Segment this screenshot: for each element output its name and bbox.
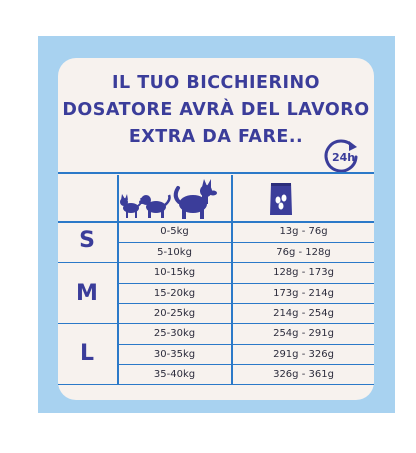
weight-cell: 10-15kg bbox=[153, 267, 196, 278]
weight-cell: 20-25kg bbox=[153, 308, 196, 319]
table-divider-dose bbox=[231, 175, 233, 385]
dose-cell: 326g - 361g bbox=[273, 369, 334, 380]
weight-cell: 25-30kg bbox=[153, 328, 196, 339]
dose-cell: 291g - 326g bbox=[273, 349, 334, 360]
row-separator bbox=[118, 303, 374, 304]
food-bag-icon bbox=[270, 183, 292, 215]
row-separator bbox=[118, 344, 374, 345]
weight-cell: 5-10kg bbox=[157, 247, 192, 258]
dose-cell: 254g - 291g bbox=[273, 328, 334, 339]
weight-cell: 35-40kg bbox=[153, 369, 196, 380]
dose-cell: 76g - 128g bbox=[276, 247, 331, 258]
headline-line-2: DOSATORE AVRÀ DEL LAVORO bbox=[62, 100, 370, 120]
size-label-l: L bbox=[79, 341, 95, 366]
row-separator bbox=[118, 242, 374, 243]
clock-arrow-icon bbox=[324, 139, 358, 173]
dose-cell: 214g - 254g bbox=[273, 308, 334, 319]
table-top-line bbox=[58, 172, 374, 174]
group-separator bbox=[58, 262, 374, 263]
headline-line-1: IL TUO BICCHIERINO bbox=[111, 73, 321, 93]
headline: IL TUO BICCHIERINO DOSATORE AVRÀ DEL LAV… bbox=[58, 70, 374, 151]
group-separator bbox=[58, 323, 374, 324]
dose-cell: 13g - 76g bbox=[279, 226, 328, 237]
dose-cell: 173g - 214g bbox=[273, 288, 334, 299]
size-label-s: S bbox=[79, 228, 95, 253]
row-separator bbox=[118, 283, 374, 284]
weight-cell: 30-35kg bbox=[153, 349, 196, 360]
headline-line-3: EXTRA DA FARE.. bbox=[128, 127, 304, 147]
table-divider-size bbox=[117, 175, 119, 385]
weight-cell: 0-5kg bbox=[160, 226, 189, 237]
table-bottom-line bbox=[58, 384, 374, 385]
info-card bbox=[58, 58, 374, 400]
dose-cell: 128g - 173g bbox=[273, 267, 334, 278]
row-separator bbox=[118, 364, 374, 365]
weight-cell: 15-20kg bbox=[153, 288, 196, 299]
dogs-icon bbox=[120, 179, 217, 219]
size-label-m: M bbox=[76, 281, 98, 306]
badge-24h-label: 24h bbox=[332, 151, 356, 164]
table-header-line bbox=[58, 221, 374, 223]
